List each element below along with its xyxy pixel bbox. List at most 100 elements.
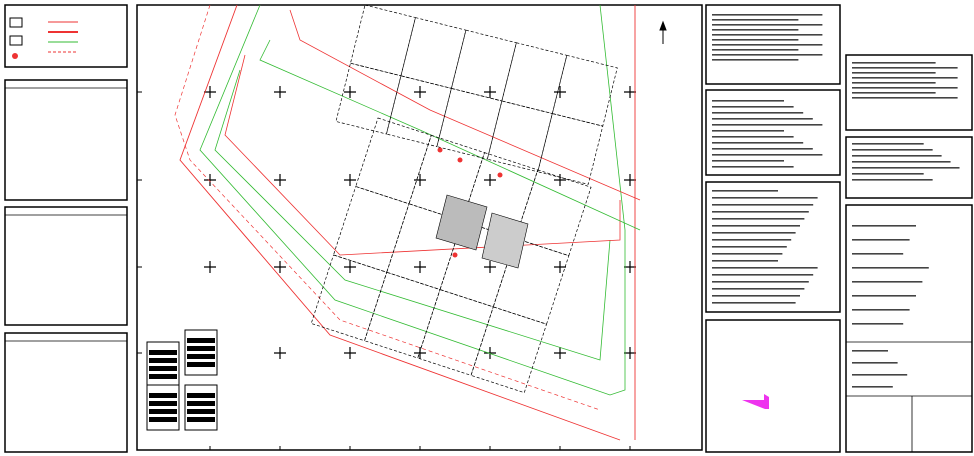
grid-cross	[204, 86, 216, 98]
note-text	[712, 59, 799, 61]
note-text	[712, 124, 823, 126]
grid-cross	[274, 347, 286, 359]
grid-cross	[344, 86, 356, 98]
boundary-green	[214, 69, 611, 361]
notes-box	[705, 89, 841, 176]
boundary-red	[174, 4, 601, 411]
note-text	[852, 161, 951, 163]
note-text	[712, 118, 813, 120]
note-text	[712, 54, 823, 56]
grid-cross	[414, 261, 426, 273]
survey-point	[452, 252, 458, 258]
note-text	[852, 77, 958, 79]
schedule-row	[149, 358, 177, 363]
legend-symbol	[9, 35, 23, 46]
grid-cross	[624, 86, 636, 98]
parcel	[436, 87, 503, 160]
note-text	[712, 44, 823, 46]
note-text	[852, 92, 936, 94]
grid-cross	[274, 86, 286, 98]
schedule-row	[149, 401, 177, 406]
schedule-row	[187, 409, 215, 414]
note-text	[852, 309, 910, 311]
north-arrow	[659, 20, 667, 44]
boundary-green	[199, 4, 626, 396]
note-lines	[712, 14, 960, 388]
schedule-row	[149, 350, 177, 355]
note-text	[712, 148, 813, 150]
note-text	[852, 155, 942, 157]
note-text	[712, 142, 804, 144]
schedule-table	[184, 329, 218, 376]
key-plan-box	[705, 319, 841, 453]
building	[481, 212, 529, 269]
grid-cross	[274, 261, 286, 273]
building	[435, 194, 488, 251]
grid-cross	[344, 347, 356, 359]
schedule-table	[146, 341, 180, 388]
note-text	[712, 130, 784, 132]
note-text	[712, 160, 784, 162]
grid-cross	[484, 86, 496, 98]
note-text	[852, 253, 904, 255]
schedule-row	[149, 366, 177, 371]
grid-cross	[204, 174, 216, 186]
survey-point	[437, 147, 443, 153]
grid-cross	[624, 174, 636, 186]
note-text	[852, 149, 933, 151]
legend-symbol	[9, 17, 23, 28]
schedule-row	[149, 393, 177, 398]
note-text	[712, 260, 778, 262]
note-text	[712, 19, 799, 21]
survey-point	[457, 157, 463, 163]
note-text	[712, 136, 794, 138]
note-text	[712, 204, 814, 206]
note-text	[712, 29, 799, 31]
note-text	[712, 211, 809, 213]
note-text	[712, 232, 796, 234]
note-text	[852, 386, 893, 388]
note-text	[852, 173, 924, 175]
survey-point	[497, 172, 503, 178]
note-text	[712, 190, 778, 192]
plan-frame	[136, 4, 703, 451]
note-text	[712, 288, 805, 290]
schedule-row	[187, 346, 215, 351]
note-text	[852, 295, 916, 297]
note-text	[712, 274, 814, 276]
note-text	[712, 225, 800, 227]
boundary-red	[179, 4, 621, 441]
note-text	[852, 97, 958, 99]
schedule-row	[187, 401, 215, 406]
schedule-table	[146, 384, 180, 431]
note-text	[712, 154, 823, 156]
left-panel	[4, 206, 128, 326]
note-text	[852, 239, 910, 241]
title-block	[845, 204, 973, 453]
grid-cross	[484, 347, 496, 359]
note-text	[852, 62, 936, 64]
grid-cross	[204, 261, 216, 273]
grid-cross	[484, 174, 496, 186]
note-text	[852, 225, 916, 227]
note-text	[712, 246, 787, 248]
grid-cross	[624, 347, 636, 359]
note-text	[852, 72, 936, 74]
grid-cross	[554, 174, 566, 186]
parcel	[417, 289, 494, 376]
schedule-row	[187, 362, 215, 367]
schedule-row	[187, 417, 215, 422]
note-text	[852, 350, 888, 352]
note-text	[852, 374, 908, 376]
legend-box	[4, 4, 128, 68]
note-text	[712, 218, 805, 220]
note-text	[852, 267, 929, 269]
note-text	[712, 253, 783, 255]
schedule-row	[187, 354, 215, 359]
note-text	[712, 267, 818, 269]
note-text	[852, 179, 933, 181]
note-text	[712, 39, 799, 41]
note-text	[852, 87, 958, 89]
schedule-row	[149, 374, 177, 379]
note-text	[712, 239, 792, 241]
